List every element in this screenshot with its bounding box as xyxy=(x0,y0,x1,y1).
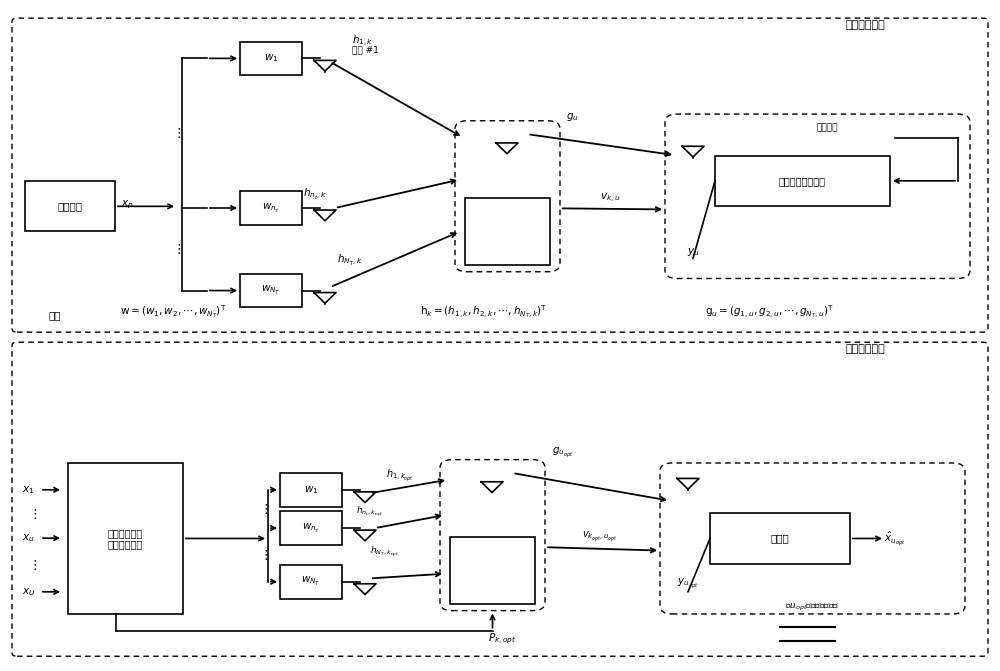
Polygon shape xyxy=(354,584,376,595)
Bar xyxy=(450,537,535,604)
Bar xyxy=(710,513,850,564)
Text: $v_{k_{opt},u_{opt}}$: $v_{k_{opt},u_{opt}}$ xyxy=(582,530,618,544)
Text: $h_{1,k}$: $h_{1,k}$ xyxy=(352,34,374,49)
Text: $v_{k,u}$: $v_{k,u}$ xyxy=(600,192,620,205)
Text: $h_{1,k_{opt}}$: $h_{1,k_{opt}}$ xyxy=(386,468,414,484)
Text: 基站: 基站 xyxy=(49,311,61,320)
Text: $\mathrm{w}=\left(w_1,w_2,\cdots,w_{N_T}\right)^\mathrm{T}$: $\mathrm{w}=\left(w_1,w_2,\cdots,w_{N_T}… xyxy=(120,303,227,321)
Text: 反馈信息: 反馈信息 xyxy=(817,123,838,132)
Polygon shape xyxy=(496,143,518,154)
Bar xyxy=(240,42,302,75)
Text: $w_{N_T}$: $w_{N_T}$ xyxy=(301,575,321,588)
Text: 信道状态信息估计: 信道状态信息估计 xyxy=(779,176,826,186)
Text: $x_p$: $x_p$ xyxy=(121,198,133,211)
Text: 导频序列: 导频序列 xyxy=(58,201,82,211)
Polygon shape xyxy=(682,146,704,157)
Text: $h_{n_t,k}$: $h_{n_t,k}$ xyxy=(303,187,327,202)
Bar xyxy=(280,473,342,507)
Text: $x_{U}$: $x_{U}$ xyxy=(22,586,36,598)
Text: $\vdots$: $\vdots$ xyxy=(28,558,36,572)
Text: $w_{n_t}$: $w_{n_t}$ xyxy=(302,521,320,535)
Polygon shape xyxy=(677,478,699,489)
Bar xyxy=(715,156,890,206)
Text: $g_{u_{opt}}$: $g_{u_{opt}}$ xyxy=(552,446,573,460)
Polygon shape xyxy=(314,210,336,221)
Polygon shape xyxy=(314,293,336,303)
Bar xyxy=(280,565,342,599)
Text: $\mathrm{g}_u=\left(g_{1,u},g_{2,u},\cdots,g_{N_{T},u}\right)^\mathrm{T}$: $\mathrm{g}_u=\left(g_{1,u},g_{2,u},\cdo… xyxy=(705,303,834,321)
Text: $P_{k,opt}$: $P_{k,opt}$ xyxy=(488,631,517,646)
Text: $w_1$: $w_1$ xyxy=(304,484,318,496)
Text: 天线 #1: 天线 #1 xyxy=(352,45,378,54)
Text: $\mathrm{h}_k=\left(h_{1,k},h_{2,k},\cdots,h_{N_T,k}\right)^\mathrm{T}$: $\mathrm{h}_k=\left(h_{1,k},h_{2,k},\cdo… xyxy=(420,303,547,321)
Text: $\vdots$: $\vdots$ xyxy=(259,548,267,562)
Polygon shape xyxy=(354,530,376,541)
Text: $x_u$: $x_u$ xyxy=(22,532,35,544)
Text: $y_{u_{opt}}$: $y_{u_{opt}}$ xyxy=(677,577,699,590)
Text: $\hat{x}_{u_{opt}}$: $\hat{x}_{u_{opt}}$ xyxy=(884,529,906,548)
Text: $y_u$: $y_u$ xyxy=(687,246,699,258)
Text: $x_1$: $x_1$ xyxy=(22,484,34,496)
Bar xyxy=(280,511,342,545)
Text: $w_1$: $w_1$ xyxy=(264,52,278,64)
Bar xyxy=(68,463,183,614)
Text: $h_{N_T,k}$: $h_{N_T,k}$ xyxy=(337,253,363,268)
Text: 第$u_{opt}$个用户的接收端: 第$u_{opt}$个用户的接收端 xyxy=(785,602,840,613)
Bar xyxy=(240,191,302,225)
Text: 用户、中继调
度，功率分配: 用户、中继调 度，功率分配 xyxy=(108,527,143,550)
Text: $w_{n_t}$: $w_{n_t}$ xyxy=(262,201,280,215)
Text: $\vdots$: $\vdots$ xyxy=(172,242,180,256)
Text: $h_{n_t,k_{opt}}$: $h_{n_t,k_{opt}}$ xyxy=(356,504,384,519)
Text: $w_{N_T}$: $w_{N_T}$ xyxy=(261,284,281,297)
Text: $\vdots$: $\vdots$ xyxy=(259,502,267,516)
Text: 传输用户信号: 传输用户信号 xyxy=(845,344,885,354)
Text: $h_{N_T,k_{opt}}$: $h_{N_T,k_{opt}}$ xyxy=(370,544,400,559)
Polygon shape xyxy=(354,492,376,503)
Text: $\vdots$: $\vdots$ xyxy=(28,507,36,521)
Text: $\vdots$: $\vdots$ xyxy=(172,126,180,140)
Text: $g_u$: $g_u$ xyxy=(566,111,579,123)
Text: 传输导频信号: 传输导频信号 xyxy=(845,21,885,30)
Polygon shape xyxy=(314,60,336,71)
Polygon shape xyxy=(481,482,503,493)
Bar xyxy=(25,181,115,231)
Bar xyxy=(465,198,550,265)
Text: 硬判决: 硬判决 xyxy=(771,533,789,544)
Bar xyxy=(240,274,302,307)
